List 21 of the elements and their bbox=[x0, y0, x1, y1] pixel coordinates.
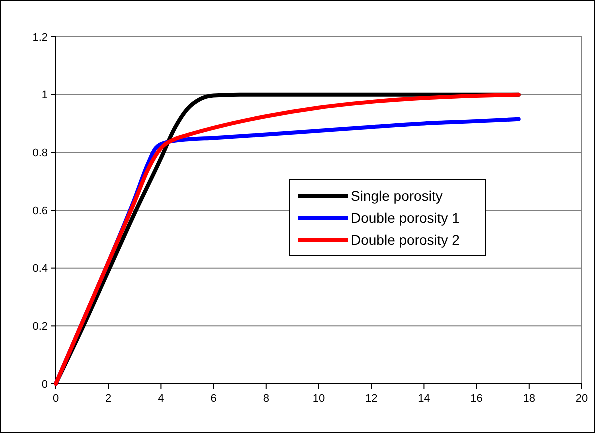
y-tick-label: 0.8 bbox=[32, 148, 48, 160]
y-tick-label: 1 bbox=[42, 90, 48, 102]
y-tick-label: 0.6 bbox=[32, 205, 48, 218]
y-tick-label: 0.2 bbox=[32, 321, 48, 334]
x-tick-label: 14 bbox=[418, 393, 430, 405]
x-tick-label: 2 bbox=[106, 393, 112, 405]
x-tick-label: 0 bbox=[52, 393, 60, 405]
legend-label: Double porosity 2 bbox=[351, 232, 460, 248]
x-tick-label: 16 bbox=[470, 393, 483, 405]
legend-label: Double porosity 1 bbox=[351, 210, 460, 226]
x-tick-label: 12 bbox=[365, 393, 378, 405]
x-tick-label: 20 bbox=[576, 393, 588, 405]
y-tick-label: 0 bbox=[42, 378, 48, 391]
x-tick-label: 10 bbox=[312, 393, 326, 405]
y-tick-label: 0.4 bbox=[32, 263, 48, 276]
x-tick-label: 8 bbox=[263, 393, 270, 405]
y-tick-label: 1.2 bbox=[32, 32, 48, 44]
legend-label: Single porosity bbox=[351, 188, 443, 204]
x-tick-label: 6 bbox=[210, 393, 217, 405]
x-tick-label: 18 bbox=[523, 393, 536, 405]
x-tick-label: 4 bbox=[158, 393, 164, 405]
